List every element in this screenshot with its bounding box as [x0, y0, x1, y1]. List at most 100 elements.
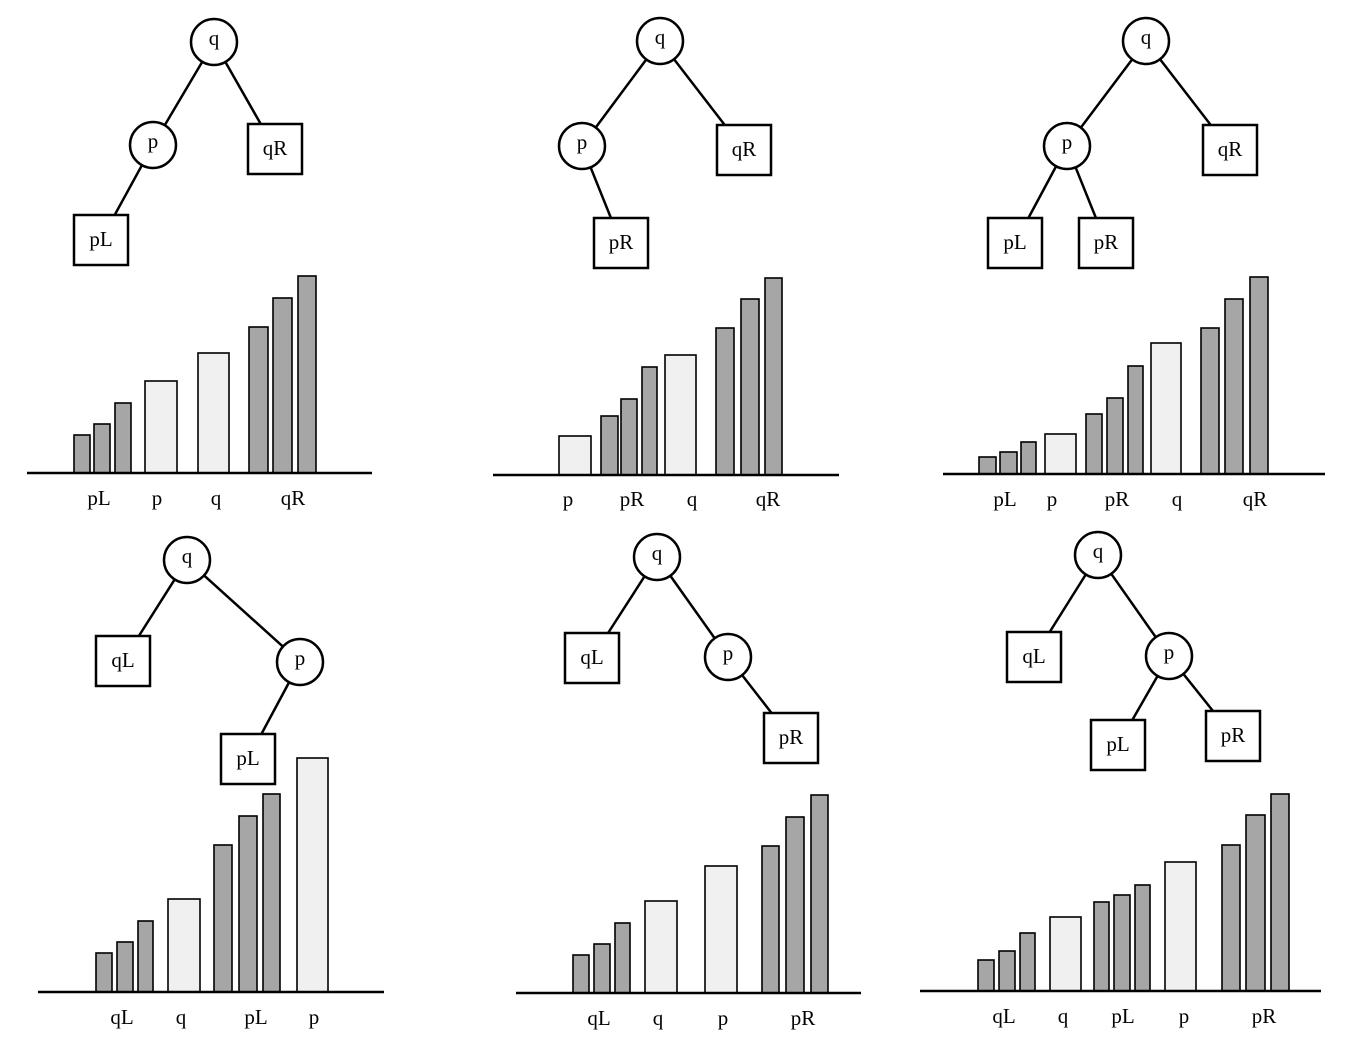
- node-box: [219, 732, 277, 786]
- bar-pR-dark: [785, 816, 805, 994]
- bar-pL-dark: [238, 815, 258, 993]
- bar-qR-dark: [1249, 276, 1269, 475]
- bar-qR-dark: [1224, 298, 1244, 475]
- tree-diagram: q p qR pL pR: [986, 16, 1259, 270]
- node-label: pL: [236, 746, 259, 770]
- internal-node-p: p: [1042, 121, 1092, 171]
- node-box: [762, 711, 820, 765]
- bar-pR-dark: [1221, 844, 1241, 992]
- bar-q-light: [1150, 342, 1182, 475]
- bar-qR-dark: [272, 297, 293, 474]
- leaf-node-qR: qR: [1201, 123, 1259, 177]
- panel-1: q p qR pL pL p q qR: [27, 17, 372, 510]
- bar-qR-dark: [297, 275, 317, 474]
- bar-pR-dark: [1085, 413, 1103, 475]
- bar-q-light: [167, 898, 201, 993]
- node-circle: [1042, 121, 1092, 171]
- axis-label-p: p: [718, 1006, 729, 1030]
- internal-node-q: q: [635, 16, 685, 66]
- node-box: [72, 213, 130, 267]
- bar-p-light: [144, 380, 178, 474]
- bar-p-light: [1164, 861, 1197, 992]
- bar-pL-dark: [978, 456, 997, 475]
- node-label: pR: [609, 230, 634, 254]
- node-label: qL: [111, 648, 134, 672]
- tree-edge-p-pL: [260, 681, 291, 736]
- bar-pR-dark: [810, 794, 829, 994]
- node-box: [1201, 123, 1259, 177]
- node-label: qL: [580, 645, 603, 669]
- tree-diagram: q qL p pL pR: [1005, 530, 1262, 772]
- node-label: q: [652, 541, 663, 565]
- node-label: q: [655, 25, 666, 49]
- bar-pL-dark: [999, 451, 1018, 475]
- node-circle: [632, 532, 682, 582]
- leaf-node-pL: pL: [72, 213, 130, 267]
- bar-qL-dark: [593, 943, 611, 994]
- tree-edge-p-pR: [1074, 166, 1098, 220]
- internal-node-q: q: [162, 535, 212, 585]
- tree-edge-q-p: [594, 58, 648, 129]
- bar-qL-dark: [572, 954, 590, 994]
- node-circle: [162, 535, 212, 585]
- bar-qL-dark: [95, 952, 113, 993]
- internal-node-q: q: [632, 532, 682, 582]
- node-label: p: [1164, 640, 1175, 664]
- leaf-node-pR: pR: [1204, 709, 1262, 763]
- bar-pL-dark: [1020, 441, 1037, 475]
- node-box: [986, 216, 1044, 270]
- node-box: [715, 123, 773, 177]
- node-circle: [128, 120, 178, 170]
- tree-edge-q-qL: [1048, 573, 1088, 634]
- bar-p-light: [296, 757, 329, 993]
- bar-p-light: [558, 435, 592, 476]
- axis-label-p: p: [563, 487, 574, 511]
- axis-label-pL: pL: [87, 486, 110, 510]
- internal-node-p: p: [703, 632, 753, 682]
- node-circle: [1144, 631, 1194, 681]
- node-label: p: [1062, 130, 1073, 154]
- node-label: p: [577, 130, 588, 154]
- bar-q-light: [644, 900, 678, 994]
- leaf-node-pL: pL: [1089, 718, 1147, 772]
- axis-label-p: p: [309, 1005, 320, 1029]
- axis-label-qR: qR: [281, 486, 306, 510]
- node-label: q: [1141, 25, 1152, 49]
- tree-edge-q-p: [202, 574, 285, 648]
- axis-label-q: q: [687, 487, 698, 511]
- tree-edge-q-qR: [1158, 57, 1212, 127]
- axis-label-pL: pL: [993, 487, 1016, 511]
- bar-p-light: [704, 865, 738, 994]
- internal-node-p: p: [128, 120, 178, 170]
- axis-label-pL: pL: [1111, 1004, 1134, 1028]
- axis-label-p: p: [1047, 487, 1058, 511]
- node-label: qR: [732, 137, 757, 161]
- bar-q-light: [1049, 916, 1082, 992]
- node-box: [246, 122, 304, 176]
- node-circle: [189, 17, 239, 67]
- node-box: [1005, 630, 1063, 684]
- histogram: pL p pR q qR: [943, 276, 1325, 511]
- bar-qL-dark: [116, 941, 134, 993]
- axis-label-pR: pR: [620, 487, 645, 511]
- node-label: qR: [263, 136, 288, 160]
- leaf-node-qR: qR: [246, 122, 304, 176]
- leaf-node-pL: pL: [219, 732, 277, 786]
- panel-4: q qL p pL qL q pL p: [38, 535, 384, 1029]
- node-label: pR: [779, 725, 804, 749]
- tree-diagram: q qL p pR: [563, 532, 820, 765]
- axis-label-q: q: [1058, 1004, 1069, 1028]
- node-circle: [275, 637, 325, 687]
- bar-pR-dark: [600, 415, 619, 476]
- tree-edge-p-pR: [1182, 672, 1215, 713]
- leaf-node-qR: qR: [715, 123, 773, 177]
- histogram: pL p q qR: [27, 275, 372, 510]
- tree-edge-q-p: [1109, 572, 1158, 639]
- node-label: p: [723, 641, 734, 665]
- axis-label-q: q: [1172, 487, 1183, 511]
- bar-qR-dark: [248, 326, 269, 474]
- tree-edge-q-qR: [672, 57, 726, 127]
- tree-edge-q-p: [163, 60, 204, 127]
- axis-label-q: q: [176, 1005, 187, 1029]
